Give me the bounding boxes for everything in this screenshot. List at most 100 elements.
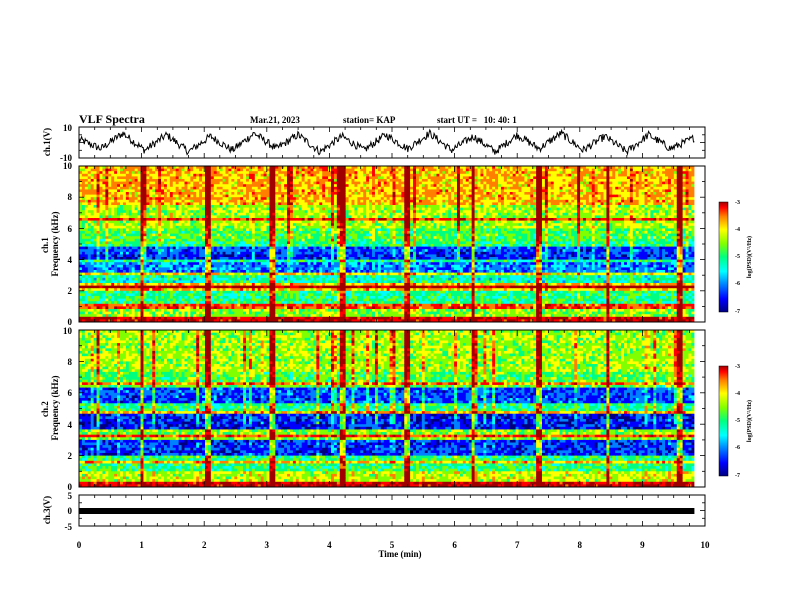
spectrogram-cell bbox=[93, 192, 97, 195]
spectrogram-cell bbox=[114, 192, 118, 195]
spectrogram-cell bbox=[117, 249, 121, 253]
spectrogram-cell bbox=[105, 220, 109, 224]
spectrogram-cell bbox=[122, 277, 127, 281]
spectrogram-cell bbox=[284, 311, 288, 315]
spectrogram-cell bbox=[134, 246, 139, 250]
spectrogram-cell bbox=[155, 231, 159, 234]
spectrogram-cell bbox=[228, 264, 232, 268]
spectrogram-cell bbox=[90, 205, 95, 208]
ch1-ytick-top: 10 bbox=[63, 123, 73, 133]
spectrogram-cell bbox=[295, 254, 300, 258]
spectrogram-cell bbox=[216, 215, 221, 219]
spectrogram-cell bbox=[122, 275, 127, 279]
spectrogram-cell bbox=[272, 202, 276, 206]
spectrogram-cell bbox=[99, 168, 103, 172]
spectrogram-cell bbox=[155, 186, 159, 190]
spectrogram-cell bbox=[134, 285, 139, 289]
spectrogram-cell bbox=[216, 168, 221, 172]
spectrogram-cell bbox=[210, 259, 215, 263]
spectrogram-cell bbox=[143, 254, 147, 258]
spectrogram-cell bbox=[108, 298, 112, 302]
spectrogram-cell bbox=[193, 309, 197, 312]
spectrogram-cell bbox=[210, 205, 215, 208]
spectrogram-cell bbox=[266, 272, 270, 276]
spectrogram-cell bbox=[105, 272, 109, 276]
spectrogram-cell bbox=[187, 207, 191, 211]
spectrogram-cell bbox=[102, 194, 106, 198]
spectrogram-cell bbox=[210, 251, 215, 255]
spectrogram-cell bbox=[146, 197, 150, 201]
spectrogram-cell bbox=[87, 249, 92, 253]
spectrogram-cell bbox=[140, 293, 144, 297]
spectrogram-cell bbox=[161, 212, 165, 216]
spectrogram-cell bbox=[289, 309, 294, 312]
spectrogram-cell bbox=[84, 285, 89, 289]
spectrogram-cell bbox=[79, 168, 83, 172]
spectrogram-cell bbox=[93, 241, 97, 245]
spectrogram-cell bbox=[125, 296, 130, 299]
spectrogram-cell bbox=[140, 309, 144, 312]
spectrogram-cell bbox=[295, 277, 300, 281]
spectrogram-cell bbox=[269, 285, 273, 289]
spectrogram-cell bbox=[307, 290, 311, 294]
spectrogram-cell bbox=[105, 290, 109, 294]
spectrogram-cell bbox=[251, 168, 256, 172]
spectrogram-cell bbox=[184, 207, 188, 211]
spectrogram-cell bbox=[295, 225, 300, 229]
spectrogram-cell bbox=[292, 231, 297, 234]
spectrogram-cell bbox=[108, 270, 112, 273]
spectrogram-cell bbox=[281, 197, 285, 201]
spectrogram-cell bbox=[199, 205, 203, 208]
spectrogram-cell bbox=[125, 205, 130, 208]
spectrogram-cell bbox=[213, 199, 218, 203]
spectrogram-cell bbox=[243, 220, 247, 224]
spectrogram-cell bbox=[246, 179, 250, 182]
spectrogram-cell bbox=[166, 272, 171, 276]
spectrogram-cell bbox=[181, 272, 185, 276]
spectrogram-cell bbox=[234, 199, 238, 203]
spectrogram-cell bbox=[172, 306, 177, 310]
spectrogram-cell bbox=[281, 309, 285, 312]
spectrogram-cell bbox=[90, 290, 95, 294]
spectrogram-cell bbox=[193, 262, 197, 266]
spectrogram-cell bbox=[187, 285, 191, 289]
spectrogram-cell bbox=[216, 179, 221, 182]
spectrogram-cell bbox=[304, 173, 308, 177]
spectrogram-cell bbox=[231, 244, 235, 247]
spectrogram-cell bbox=[313, 205, 317, 208]
spectrogram-cell bbox=[87, 257, 92, 260]
spectrogram-cell bbox=[152, 220, 156, 224]
spectrogram-cell bbox=[196, 293, 200, 297]
spectrogram-cell bbox=[169, 314, 174, 318]
spectrogram-cell bbox=[169, 316, 174, 320]
spectrogram-cell bbox=[281, 168, 285, 172]
spectrogram-cell bbox=[99, 231, 103, 234]
spectrogram-cell bbox=[175, 254, 180, 258]
spectrogram-cell bbox=[175, 176, 180, 180]
spectrogram-cell bbox=[266, 293, 270, 297]
spectrogram-cell bbox=[278, 251, 282, 255]
spectrogram-cell bbox=[155, 319, 159, 323]
spectrogram-cell bbox=[146, 275, 150, 279]
spectrogram-cell bbox=[128, 259, 133, 263]
spectrogram-cell bbox=[93, 288, 97, 292]
spectrogram-cell bbox=[122, 199, 127, 203]
spectrogram-cell bbox=[284, 306, 288, 310]
spectrogram-cell bbox=[205, 225, 209, 229]
spectrogram-cell bbox=[260, 309, 265, 312]
spectrogram-cell bbox=[128, 254, 133, 258]
spectrogram-cell bbox=[272, 257, 276, 260]
spectrogram-cell bbox=[175, 244, 180, 247]
spectrogram-cell bbox=[231, 288, 235, 292]
spectrogram-cell bbox=[287, 179, 291, 182]
spectrogram-cell bbox=[260, 179, 265, 182]
spectrogram-cell bbox=[169, 249, 174, 253]
spectrogram-cell bbox=[281, 272, 285, 276]
spectrogram-cell bbox=[219, 316, 223, 320]
spectrogram-cell bbox=[313, 298, 317, 302]
spectrogram-cell bbox=[131, 223, 136, 227]
spectrogram-cell bbox=[175, 259, 180, 263]
spectrogram-cell bbox=[93, 173, 97, 177]
spectrogram-cell bbox=[122, 306, 127, 310]
spectrogram-cell bbox=[175, 189, 180, 193]
